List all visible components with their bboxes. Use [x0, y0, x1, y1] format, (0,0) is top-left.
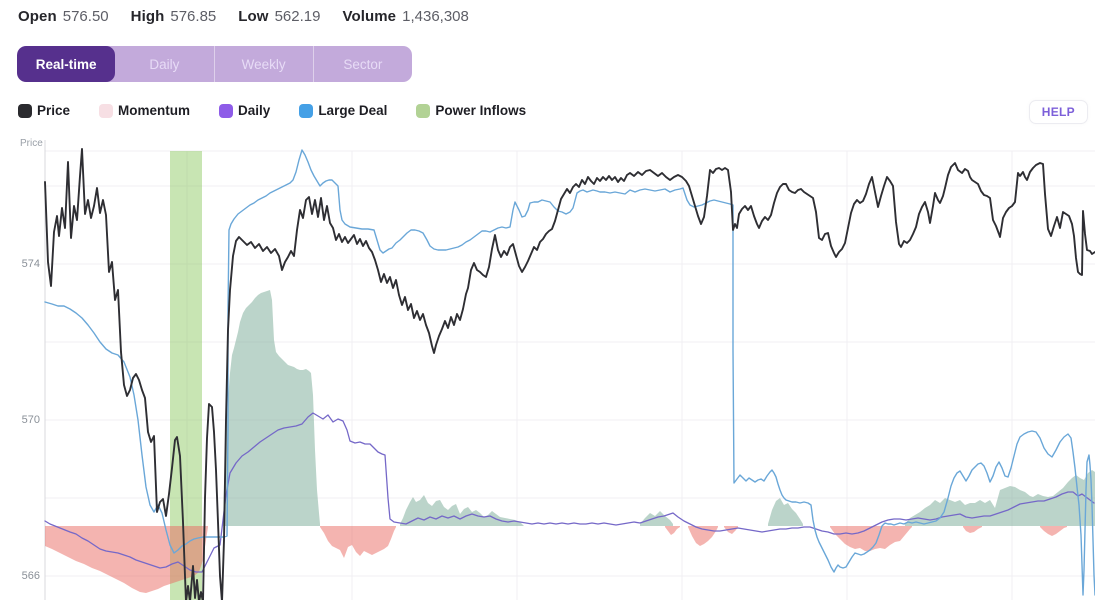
stat-low: Low 562.19	[238, 8, 320, 25]
area-momentum-left	[45, 526, 208, 593]
legend-color-chip	[416, 103, 431, 118]
stat-value: 1,436,308	[402, 8, 469, 25]
stat-value: 562.19	[274, 8, 321, 25]
legend-label: Large Deal	[318, 103, 388, 118]
y-tick-574: 574	[21, 258, 40, 270]
stat-label: High	[130, 8, 165, 25]
legend-label: Daily	[238, 103, 271, 118]
series-price	[44, 148, 1095, 600]
chart-canvas[interactable]	[0, 136, 1095, 600]
legend-color-chip	[99, 103, 114, 118]
legend-label: Momentum	[118, 103, 191, 118]
area-momentum-mid	[320, 526, 396, 558]
tab-weekly[interactable]: Weekly	[213, 46, 313, 82]
ohlcv-stats-bar: Open 576.50 High 576.85 Low 562.19 Volume 1,436…	[18, 8, 469, 25]
y-axis-title: Price	[20, 138, 43, 149]
area-momentum-665	[665, 526, 680, 535]
legend-label: Power Inflows	[435, 103, 527, 118]
y-tick-566: 566	[21, 570, 40, 582]
area-momentum-830	[830, 526, 912, 551]
legend-item-large-deal[interactable]: Large Deal	[299, 103, 387, 118]
stat-high: High 576.85	[131, 8, 217, 25]
area-momentum-1040	[1040, 526, 1067, 536]
legend-item-power-inflows[interactable]: Power Inflows	[416, 103, 526, 118]
area-power-bumps-3	[768, 498, 803, 526]
tab-real-time[interactable]: Real-time	[17, 46, 116, 82]
tab-daily[interactable]: Daily	[149, 56, 180, 72]
timeframe-tabbar: Real-time Daily Weekly Sector	[17, 46, 412, 82]
legend-color-chip	[18, 103, 32, 118]
stat-label: Low	[238, 8, 269, 25]
stat-volume: Volume 1,436,308	[342, 8, 468, 25]
legend-item-price[interactable]: Price	[18, 103, 70, 118]
area-momentum-965	[963, 526, 982, 533]
chart-legend: Price Momentum Daily Large Deal Power Inflow…	[18, 103, 526, 118]
legend-color-chip	[219, 103, 234, 118]
tab-sector[interactable]: Sector	[312, 46, 412, 82]
help-button[interactable]: HELP	[1028, 100, 1088, 124]
stat-value: 576.85	[170, 8, 217, 25]
series-large-deal	[44, 149, 1095, 596]
legend-color-chip	[299, 103, 314, 118]
legend-item-daily[interactable]: Daily	[219, 103, 270, 118]
stat-open: Open 576.50	[18, 8, 109, 25]
highlight-band	[170, 151, 202, 600]
stat-value: 576.50	[62, 8, 109, 25]
area-power-bumps-1	[400, 495, 524, 526]
legend-label: Price	[37, 103, 71, 118]
stat-label: Volume	[342, 8, 397, 25]
legend-item-momentum[interactable]: Momentum	[99, 103, 190, 118]
stat-label: Open	[18, 8, 57, 25]
area-power-block	[223, 290, 320, 526]
area-power-bumps-2	[640, 511, 673, 526]
area-power-bumps-4	[905, 470, 1095, 526]
y-tick-570: 570	[21, 414, 40, 426]
price-chart[interactable]: Price 574 570 566	[0, 136, 1095, 600]
